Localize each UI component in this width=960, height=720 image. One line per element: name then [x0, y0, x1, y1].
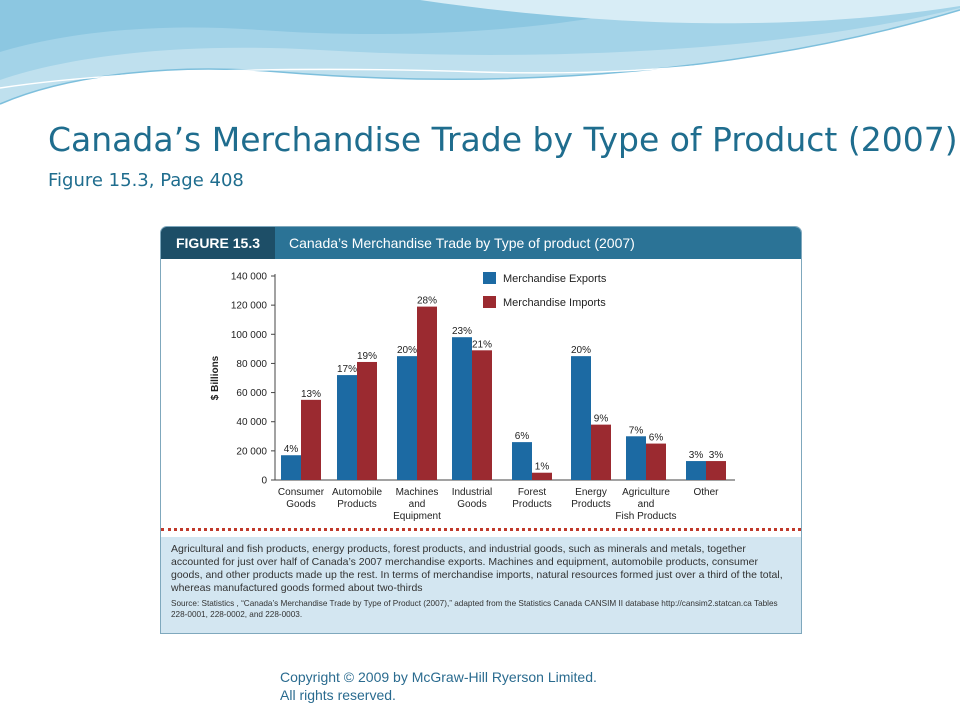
- category-label: Machines: [396, 487, 439, 498]
- data-label: 23%: [452, 326, 472, 337]
- y-axis-label: $ Billions: [210, 355, 221, 400]
- figure-caption-panel: Agricultural and fish products, energy p…: [161, 537, 801, 633]
- data-label: 3%: [709, 450, 724, 461]
- bar-exports: [281, 455, 301, 480]
- category-label: Consumer: [278, 487, 325, 498]
- legend-swatch: [483, 272, 496, 284]
- bar-imports: [357, 361, 377, 480]
- y-tick-label: 140 000: [231, 272, 268, 283]
- data-label: 4%: [284, 444, 299, 455]
- bar-exports: [397, 356, 417, 480]
- data-label: 1%: [535, 462, 550, 473]
- category-label: and: [638, 499, 655, 510]
- category-label: Forest: [518, 487, 547, 498]
- bar-imports: [472, 350, 492, 480]
- slide-title: Canada’s Merchandise Trade by Type of Pr…: [48, 120, 958, 159]
- figure-title: Canada’s Merchandise Trade by Type of pr…: [289, 235, 635, 251]
- figure-caption: Agricultural and fish products, energy p…: [171, 543, 783, 594]
- y-tick-label: 120 000: [231, 301, 268, 312]
- figure-label: FIGURE 15.3: [161, 227, 275, 259]
- bar-imports: [417, 306, 437, 480]
- category-label: Products: [571, 499, 610, 510]
- y-tick-label: 0: [261, 476, 267, 487]
- category-label: Goods: [457, 499, 486, 510]
- category-label: Energy: [575, 487, 607, 498]
- bar-exports: [452, 337, 472, 480]
- bar-imports: [301, 399, 321, 480]
- legend-swatch: [483, 296, 496, 308]
- category-label: Equipment: [393, 511, 441, 522]
- data-label: 20%: [571, 345, 591, 356]
- data-label: 17%: [337, 364, 357, 375]
- category-label: Other: [693, 487, 719, 498]
- figure-header: FIGURE 15.3 Canada’s Merchandise Trade b…: [161, 227, 801, 259]
- data-label: 13%: [301, 389, 321, 400]
- bar-chart: 0 20 000 40 000 60 000 80 000 100 000 120 000 1…: [210, 272, 735, 522]
- data-label: 20%: [397, 345, 417, 356]
- data-label: 6%: [649, 433, 664, 444]
- category-label: Automobile: [332, 487, 382, 498]
- data-label: 7%: [629, 425, 644, 436]
- data-label: 3%: [689, 450, 704, 461]
- data-label: 6%: [515, 431, 530, 442]
- slide-subtitle: Figure 15.3, Page 408: [48, 170, 244, 191]
- figure-source: Source: Statistics , “Canada’s Merchandi…: [171, 599, 778, 619]
- y-tick-label: 100 000: [231, 330, 268, 341]
- figure-panel: FIGURE 15.3 Canada’s Merchandise Trade b…: [160, 226, 802, 634]
- data-label: 19%: [357, 351, 377, 362]
- bar-exports: [626, 436, 646, 480]
- bar-exports: [337, 375, 357, 480]
- category-label: Products: [512, 499, 551, 510]
- y-tick-label: 20 000: [236, 446, 267, 457]
- y-tick-label: 60 000: [236, 388, 267, 399]
- y-tick-label: 80 000: [236, 359, 267, 370]
- y-tick-label: 40 000: [236, 417, 267, 428]
- bar-exports: [571, 356, 591, 480]
- bar-exports: [686, 461, 706, 480]
- bar-imports: [646, 443, 666, 480]
- data-label: 9%: [594, 414, 609, 425]
- bar-imports: [591, 424, 611, 480]
- dotted-divider: [161, 528, 801, 531]
- wave-decoration: [0, 0, 960, 105]
- legend-label: Merchandise Exports: [503, 273, 607, 285]
- bar-imports: [532, 472, 552, 480]
- category-label: Products: [337, 499, 376, 510]
- data-label: 21%: [472, 339, 492, 350]
- bar-exports: [512, 442, 532, 480]
- category-label: Industrial: [452, 487, 493, 498]
- category-label: and: [409, 499, 426, 510]
- legend-label: Merchandise Imports: [503, 297, 606, 309]
- copyright-notice: Copyright © 2009 by McGraw-Hill Ryerson …: [280, 669, 597, 703]
- category-label: Goods: [286, 499, 315, 510]
- category-label: Fish Products: [615, 511, 676, 522]
- category-label: Agriculture: [622, 487, 670, 498]
- data-label: 28%: [417, 296, 437, 307]
- bar-imports: [706, 461, 726, 480]
